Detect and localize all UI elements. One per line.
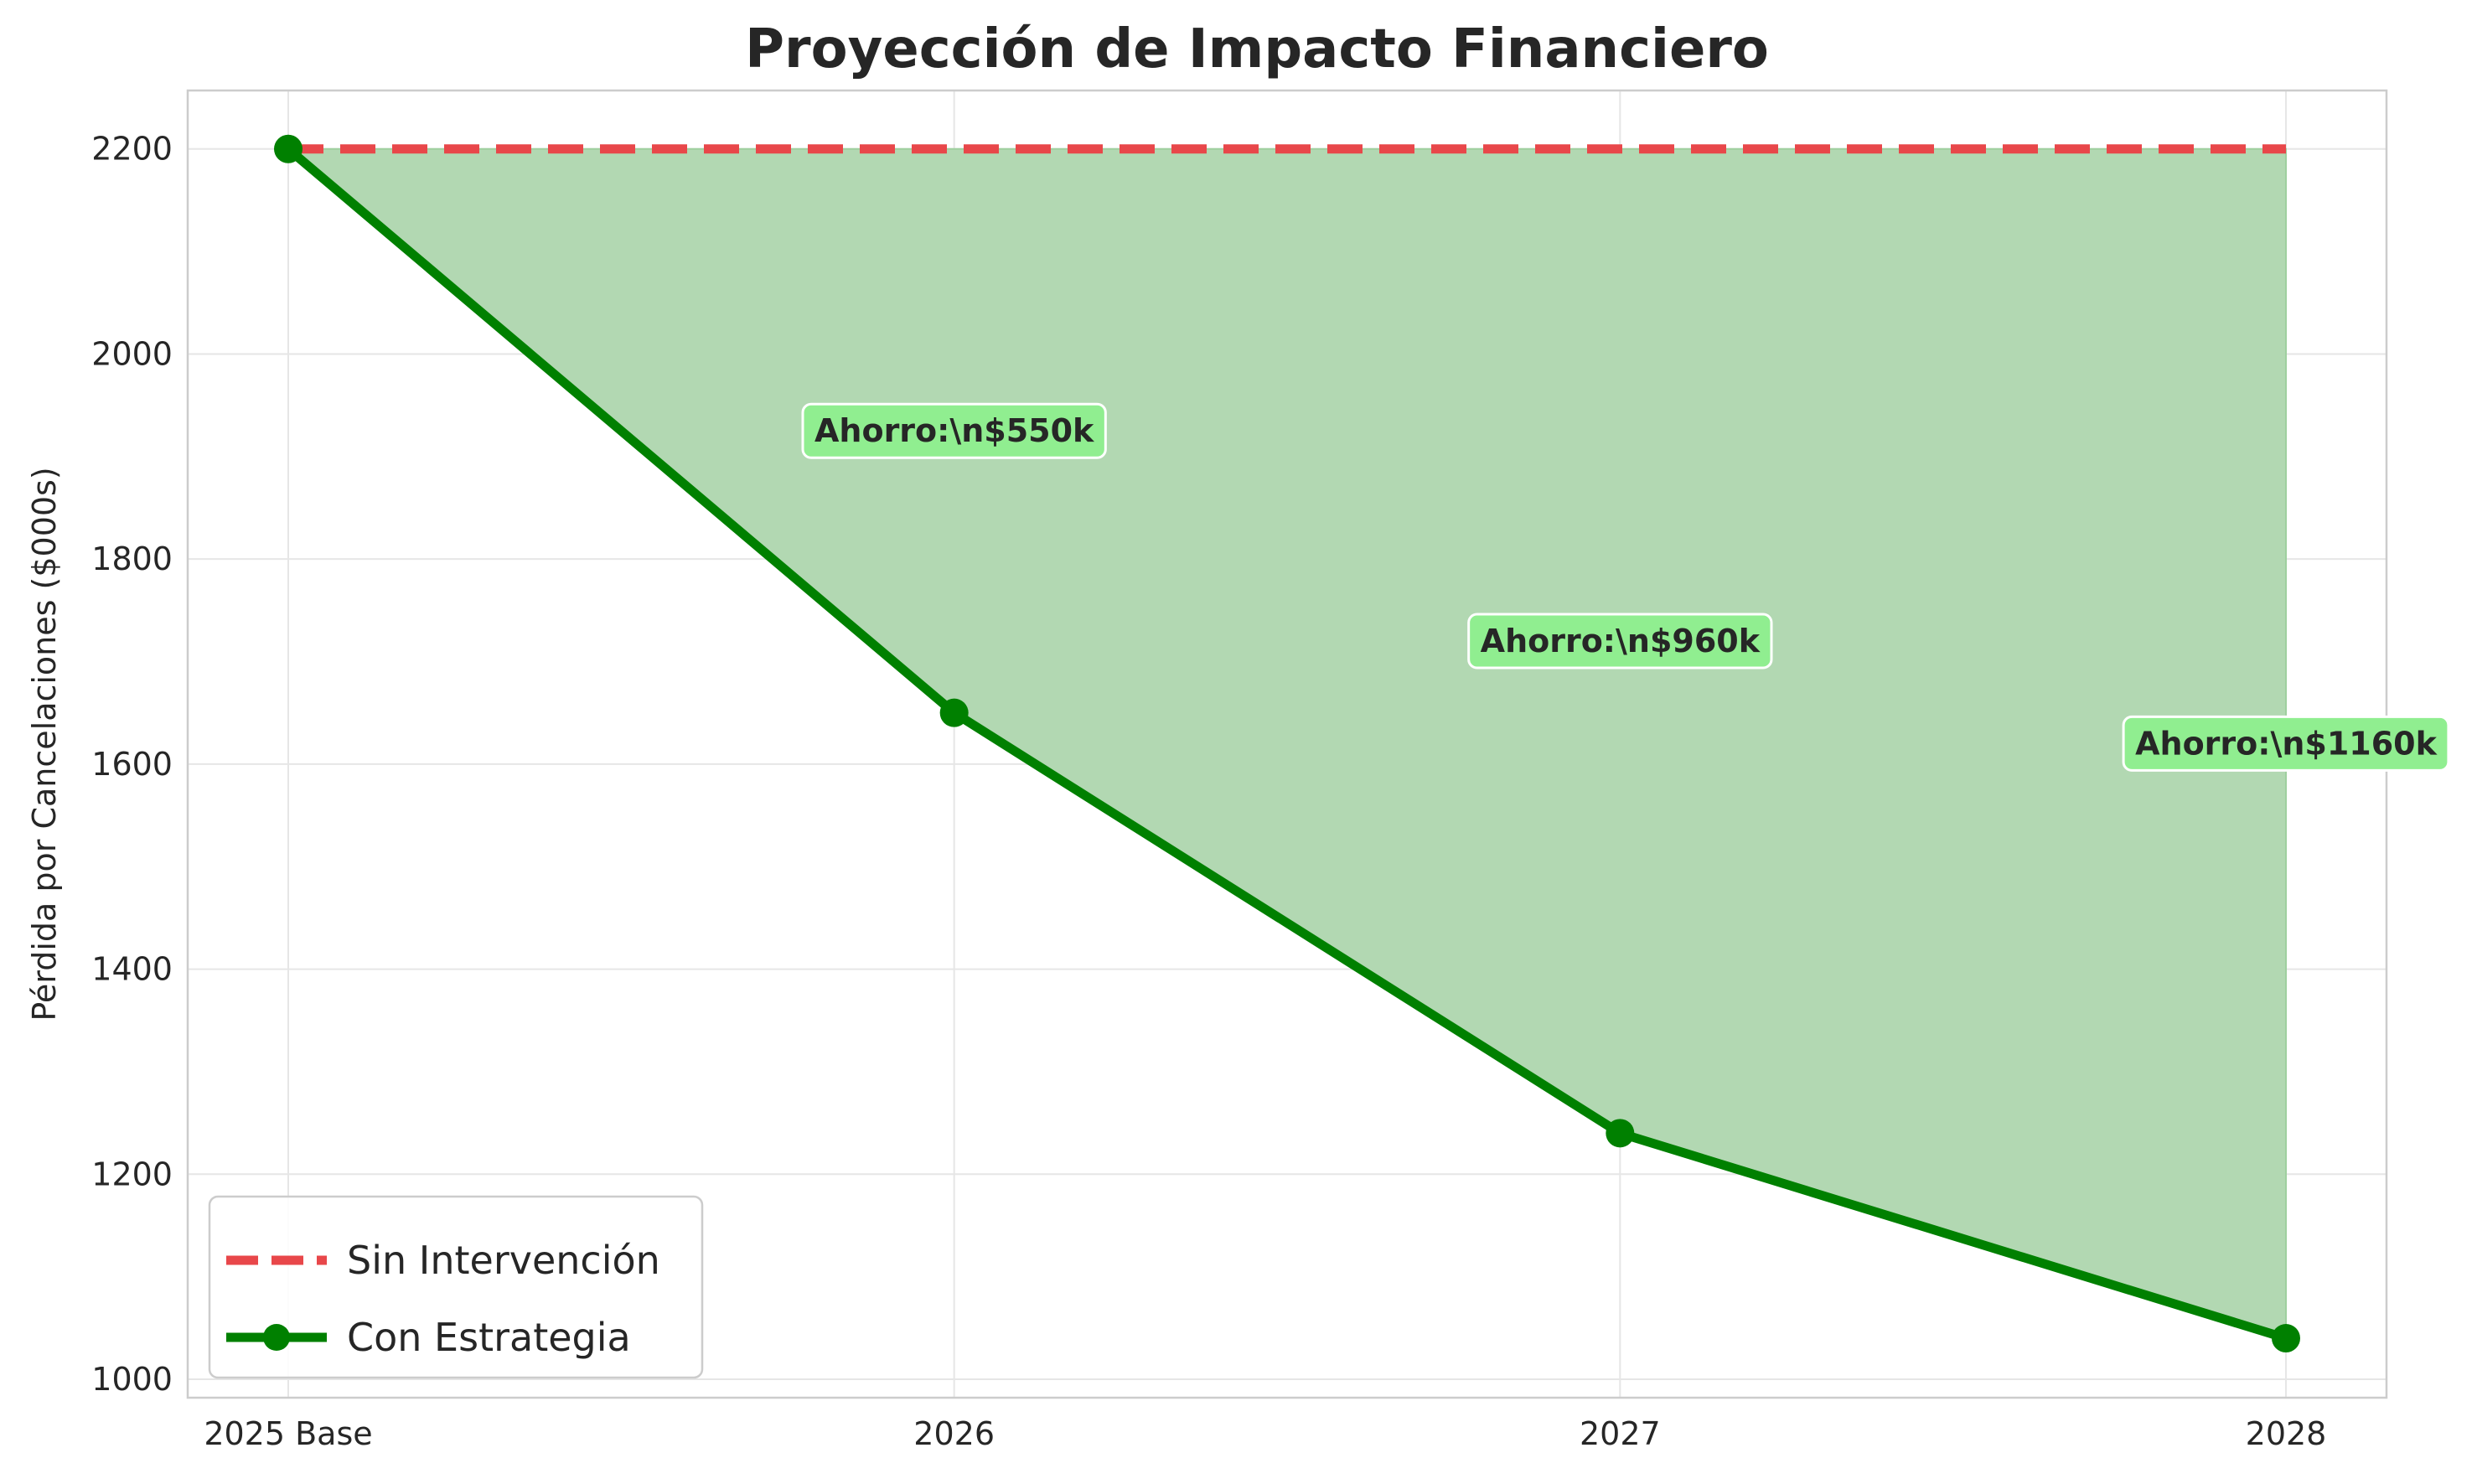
y-tick-label: 1400 [91, 951, 173, 988]
annotation-box [2122, 715, 2450, 772]
chart-title: Proyección de Impacto Financiero [745, 18, 1769, 80]
plot-area [186, 89, 2388, 1399]
data-point-con-estrategia [1606, 1119, 1635, 1148]
series-line-con-estrategia [285, 145, 2288, 1343]
data-point-con-estrategia [2272, 1324, 2300, 1353]
x-axis: 2025 Base 2026 2027 2028 [204, 1415, 2326, 1452]
x-tick-label: 2025 Base [204, 1415, 372, 1452]
series-layer [274, 134, 2300, 1353]
y-tick-label: 1200 [91, 1156, 173, 1192]
legend-label-sin-intervencion: Sin Intervención [347, 1238, 660, 1283]
annotation-savings: Ahorro:\n$960k [1467, 613, 1773, 670]
y-tick-label: 1000 [91, 1361, 173, 1398]
x-tick-label: 2028 [2246, 1415, 2327, 1452]
annotation-label: Ahorro:\n$550k [814, 412, 1094, 449]
data-point-con-estrategia [274, 134, 303, 163]
annotation-savings: Ahorro:\n$1160k [2122, 715, 2450, 772]
annotation-label: Ahorro:\n$1160k [2135, 725, 2437, 762]
annotation-box [1467, 613, 1773, 670]
legend: Sin Intervención Con Estrategia [208, 1195, 704, 1379]
y-tick-label: 2000 [91, 335, 173, 372]
legend-marker-con-estrategia [263, 1324, 290, 1351]
y-tick-label: 2200 [91, 131, 173, 168]
annotation-savings: Ahorro:\n$550k [801, 402, 1107, 459]
y-axis-label: Pérdida por Cancelaciones ($000s) [26, 467, 63, 1021]
legend-label-con-estrategia: Con Estrategia [347, 1315, 631, 1360]
y-tick-label: 1800 [91, 540, 173, 577]
x-tick-label: 2027 [1580, 1415, 1661, 1452]
annotation-label: Ahorro:\n$960k [1481, 623, 1761, 659]
y-axis: 1000 1200 1400 1600 1800 2000 2200 [91, 131, 173, 1398]
legend-box [208, 1195, 704, 1379]
y-tick-label: 1600 [91, 746, 173, 783]
annotations: Ahorro:\n$550k Ahorro:\n$960k Ahorro:\n$11… [801, 402, 2450, 772]
x-tick-label: 2026 [913, 1415, 995, 1452]
annotation-box [801, 402, 1107, 459]
data-point-con-estrategia [939, 698, 969, 727]
